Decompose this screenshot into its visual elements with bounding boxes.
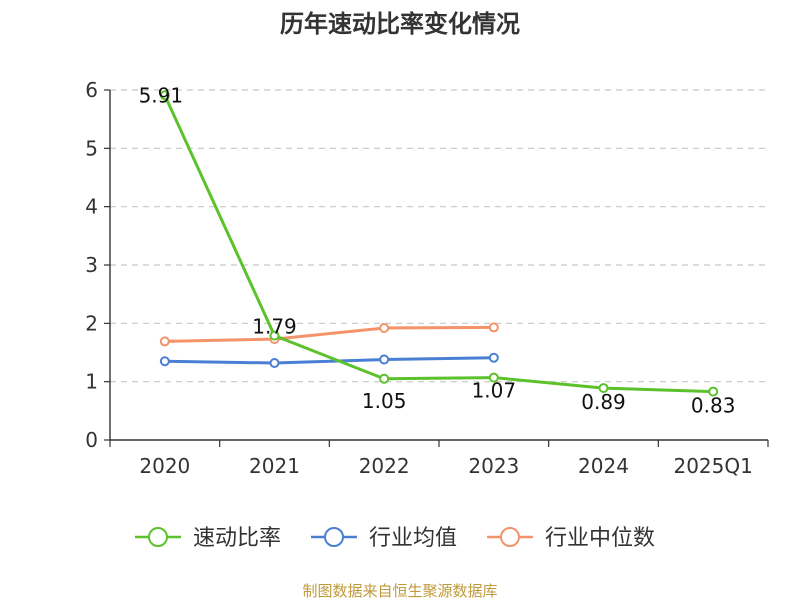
data-label: 5.91: [139, 83, 184, 107]
x-tick-label: 2021: [249, 454, 300, 478]
axis-layer: 0 1 2 3 4 5 6 2020 2021 2022 2023 2024 2025Q1: [85, 78, 769, 478]
series-line: [163, 93, 715, 394]
x-tick-label: 2025Q1: [673, 454, 752, 478]
data-label: 1.07: [472, 379, 517, 403]
data-label: 0.89: [581, 390, 626, 414]
legend: 速动比率 行业均值 行业中位数: [135, 526, 655, 551]
data-point: [708, 386, 719, 397]
data-point: [269, 358, 280, 368]
legend-item[interactable]: 行业均值: [311, 526, 457, 551]
series-2: [159, 322, 499, 347]
x-tick-label: 2022: [359, 454, 410, 478]
data-point: [159, 336, 170, 347]
data-point: [269, 330, 280, 341]
legend-marker-icon: [148, 527, 168, 547]
data-point: [488, 322, 499, 333]
data-label: 1.79: [252, 315, 297, 339]
chart-title: 历年速动比率变化情况: [280, 10, 520, 38]
series-line: [163, 356, 496, 365]
data-point: [598, 383, 609, 394]
series-line: [163, 325, 496, 343]
data-label: 0.83: [691, 394, 736, 418]
data-label-layer: 5.91 1.79 1.05 1.07 0.89 0.83: [139, 83, 736, 417]
y-tick-label: 3: [85, 253, 98, 277]
data-point: [159, 356, 170, 367]
data-point: [488, 372, 499, 383]
y-tick-label: 1: [85, 370, 98, 394]
data-point: [488, 352, 499, 363]
y-tick-label: 0: [85, 428, 98, 452]
data-point: [159, 90, 170, 101]
legend-label: 行业均值: [369, 526, 457, 551]
legend-marker-icon: [324, 527, 344, 547]
x-tick-label: 2023: [468, 454, 519, 478]
series-layer: [159, 90, 719, 397]
legend-marker-icon: [500, 527, 520, 547]
legend-item[interactable]: 行业中位数: [487, 526, 655, 551]
legend-label: 速动比率: [193, 526, 281, 551]
y-tick-label: 4: [85, 195, 98, 219]
y-tick-label: 6: [85, 78, 98, 102]
legend-item[interactable]: 速动比率: [135, 526, 281, 551]
data-point: [379, 323, 390, 333]
data-label: 1.05: [362, 389, 407, 413]
x-tick-label: 2024: [578, 454, 629, 478]
source-note: 制图数据来自恒生聚源数据库: [302, 582, 497, 600]
data-point: [379, 373, 390, 384]
x-tick-label: 2020: [139, 454, 190, 478]
grid-layer: [110, 89, 768, 383]
data-point: [379, 354, 390, 365]
series-0: [159, 90, 719, 397]
legend-label: 行业中位数: [545, 526, 655, 551]
y-tick-label: 2: [85, 311, 98, 335]
series-1: [159, 352, 499, 368]
y-tick-label: 5: [85, 136, 98, 160]
